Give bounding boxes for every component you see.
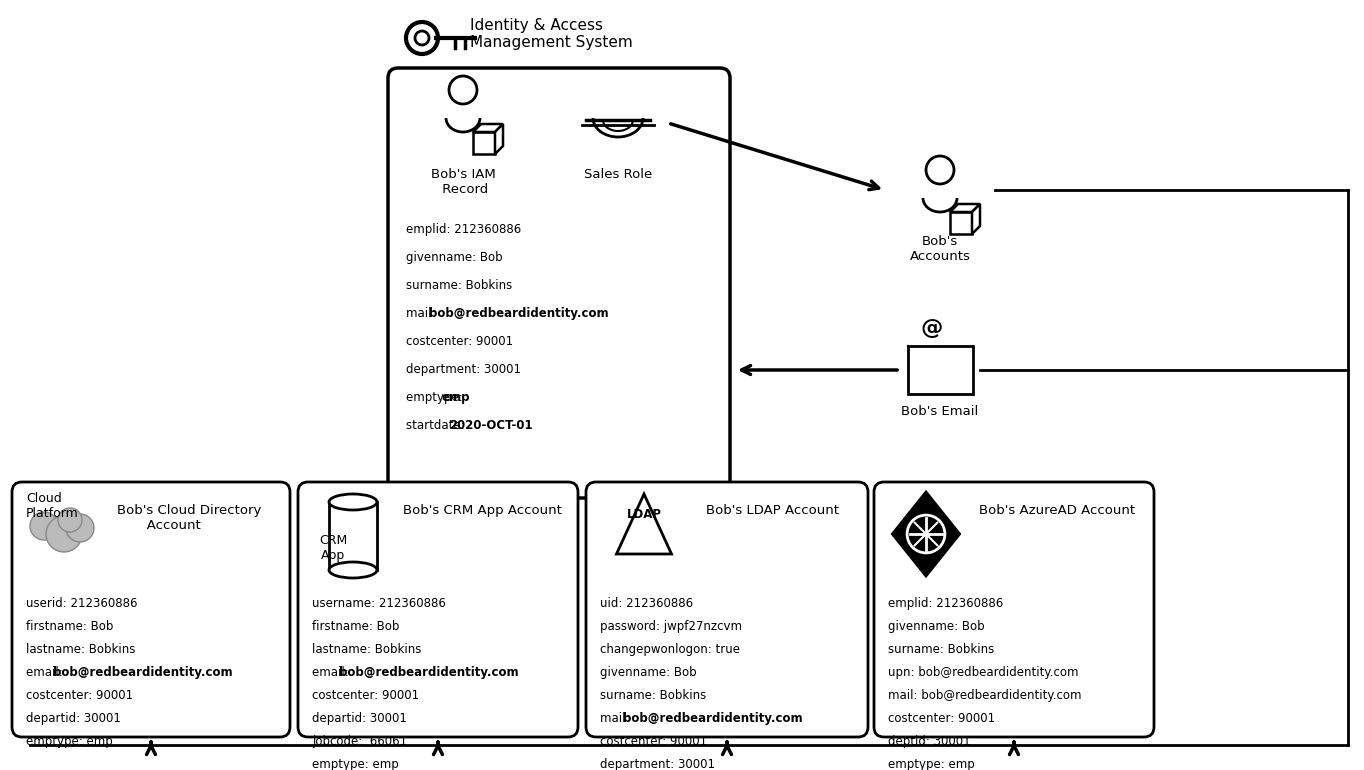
- Text: jobcode:  66061: jobcode: 66061: [312, 735, 406, 748]
- Text: Bob's CRM App Account: Bob's CRM App Account: [402, 504, 562, 517]
- Text: bob@redbeardidentity.com: bob@redbeardidentity.com: [53, 666, 233, 679]
- Text: Bob's AzureAD Account: Bob's AzureAD Account: [979, 504, 1135, 517]
- Text: bob@redbeardidentity.com: bob@redbeardidentity.com: [430, 307, 608, 320]
- Circle shape: [415, 31, 430, 45]
- Text: firstname: Bob: firstname: Bob: [26, 620, 113, 633]
- FancyBboxPatch shape: [297, 482, 578, 737]
- Circle shape: [59, 508, 82, 532]
- Text: emp: emp: [441, 391, 469, 404]
- Text: lastname: Bobkins: lastname: Bobkins: [312, 643, 421, 656]
- Text: 2020-OCT-01: 2020-OCT-01: [449, 419, 532, 432]
- Text: startdate:: startdate:: [406, 419, 468, 432]
- Circle shape: [46, 516, 82, 552]
- Text: mail:: mail:: [406, 307, 439, 320]
- Text: Sales Role: Sales Role: [584, 168, 652, 181]
- Bar: [329, 502, 376, 570]
- Bar: [949, 212, 973, 234]
- FancyBboxPatch shape: [874, 482, 1154, 737]
- Polygon shape: [892, 492, 960, 576]
- FancyBboxPatch shape: [587, 482, 868, 737]
- Text: upn: bob@redbeardidentity.com: upn: bob@redbeardidentity.com: [888, 666, 1079, 679]
- Ellipse shape: [329, 562, 376, 578]
- Polygon shape: [617, 494, 671, 554]
- Text: uid: 212360886: uid: 212360886: [600, 597, 693, 610]
- Text: lastname: Bobkins: lastname: Bobkins: [26, 643, 135, 656]
- Text: costcenter: 90001: costcenter: 90001: [312, 689, 419, 702]
- Text: userid: 212360886: userid: 212360886: [26, 597, 138, 610]
- Text: departid: 30001: departid: 30001: [26, 712, 121, 725]
- Text: department: 30001: department: 30001: [600, 758, 715, 770]
- Text: costcenter: 90001: costcenter: 90001: [600, 735, 707, 748]
- Bar: [473, 132, 495, 154]
- Text: Identity & Access
Management System: Identity & Access Management System: [471, 18, 633, 50]
- Text: givenname: Bob: givenname: Bob: [600, 666, 697, 679]
- Text: Bob's LDAP Account: Bob's LDAP Account: [707, 504, 839, 517]
- Polygon shape: [495, 124, 503, 154]
- Text: firstname: Bob: firstname: Bob: [312, 620, 400, 633]
- Text: emptype: emp: emptype: emp: [26, 735, 113, 748]
- Text: mail:: mail:: [600, 712, 633, 725]
- Text: Bob's Cloud Directory
       Account: Bob's Cloud Directory Account: [117, 504, 262, 532]
- Bar: [908, 346, 973, 394]
- Text: mail: bob@redbeardidentity.com: mail: bob@redbeardidentity.com: [888, 689, 1082, 702]
- Circle shape: [65, 514, 94, 542]
- Text: password: jwpf27nzcvm: password: jwpf27nzcvm: [600, 620, 742, 633]
- Text: emplid: 212360886: emplid: 212360886: [406, 223, 521, 236]
- Text: emplid: 212360886: emplid: 212360886: [888, 597, 1004, 610]
- Text: changepwonlogon: true: changepwonlogon: true: [600, 643, 741, 656]
- Text: email:: email:: [312, 666, 352, 679]
- Text: Bob's Email: Bob's Email: [902, 405, 978, 418]
- Polygon shape: [973, 204, 979, 234]
- Text: LDAP: LDAP: [626, 507, 662, 521]
- Polygon shape: [473, 124, 503, 132]
- Text: surname: Bobkins: surname: Bobkins: [406, 279, 513, 292]
- Text: department: 30001: department: 30001: [406, 363, 521, 376]
- Text: Bob's IAM
 Record: Bob's IAM Record: [431, 168, 495, 196]
- Text: Cloud
Platform: Cloud Platform: [26, 492, 79, 520]
- Text: emptype: emp: emptype: emp: [888, 758, 975, 770]
- Text: bob@redbeardidentity.com: bob@redbeardidentity.com: [623, 712, 803, 725]
- Text: costcenter: 90001: costcenter: 90001: [888, 712, 996, 725]
- Text: username: 212360886: username: 212360886: [312, 597, 446, 610]
- Text: surname: Bobkins: surname: Bobkins: [600, 689, 707, 702]
- FancyBboxPatch shape: [12, 482, 291, 737]
- Text: costcenter: 90001: costcenter: 90001: [26, 689, 134, 702]
- Text: bob@redbeardidentity.com: bob@redbeardidentity.com: [340, 666, 518, 679]
- Text: deptid: 30001: deptid: 30001: [888, 735, 971, 748]
- Text: costcenter: 90001: costcenter: 90001: [406, 335, 513, 348]
- Text: @: @: [921, 318, 943, 338]
- Text: emptype:: emptype:: [406, 391, 466, 404]
- Text: email:: email:: [26, 666, 67, 679]
- Text: givenname: Bob: givenname: Bob: [406, 251, 502, 264]
- Text: CRM
App: CRM App: [319, 534, 346, 562]
- Text: Bob's
Accounts: Bob's Accounts: [910, 235, 970, 263]
- Text: departid: 30001: departid: 30001: [312, 712, 406, 725]
- Ellipse shape: [329, 494, 376, 510]
- Text: emptype: emp: emptype: emp: [312, 758, 398, 770]
- Text: surname: Bobkins: surname: Bobkins: [888, 643, 994, 656]
- FancyBboxPatch shape: [387, 68, 730, 498]
- Text: givenname: Bob: givenname: Bob: [888, 620, 985, 633]
- Polygon shape: [949, 204, 979, 212]
- Circle shape: [30, 512, 59, 540]
